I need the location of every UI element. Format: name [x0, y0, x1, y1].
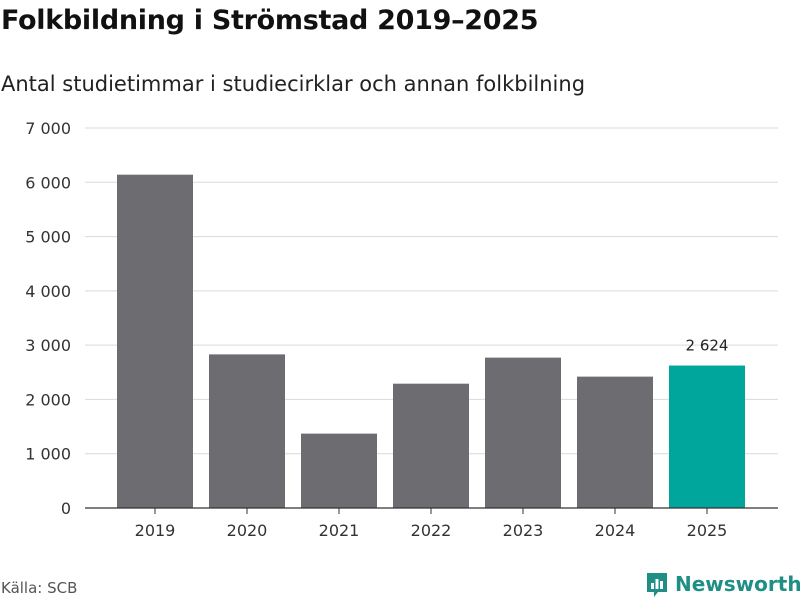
bar-2022	[393, 383, 469, 508]
gridlines	[85, 127, 778, 455]
data-label-2025: 2 624	[686, 337, 729, 355]
y-tick-label-4000: 4 000	[25, 282, 71, 301]
y-tick-label-2000: 2 000	[25, 390, 71, 409]
newsworthy-brand: Newsworthy	[675, 572, 800, 596]
y-tick-label-0: 0	[61, 499, 71, 518]
labels: 0 1 000 2 000 3 000 4 000 5 000 6 000 7 000 2019…	[25, 119, 728, 540]
newsworthy-logo: Newsworthy	[645, 570, 800, 598]
y-tick-label-6000: 6 000	[25, 173, 71, 192]
bar-2025	[669, 365, 745, 508]
bar-2020	[209, 354, 285, 508]
bars	[117, 174, 745, 508]
x-tick-label-2019: 2019	[135, 521, 176, 540]
chart-title: Folkbildning i Strömstad 2019–2025	[1, 5, 539, 36]
y-tick-label-1000: 1 000	[25, 445, 71, 464]
x-tick-label-2020: 2020	[227, 521, 268, 540]
bar-2023	[485, 357, 561, 508]
x-tick-label-2023: 2023	[503, 521, 544, 540]
bar-2019	[117, 174, 193, 508]
bar-2021	[301, 433, 377, 508]
x-tick-label-2021: 2021	[319, 521, 360, 540]
bar-2024	[577, 376, 653, 508]
newsworthy-logo-icon	[647, 572, 667, 597]
source-note: Källa: SCB	[1, 579, 78, 597]
y-tick-label-3000: 3 000	[25, 336, 71, 355]
axes	[85, 507, 778, 514]
y-tick-label-7000: 7 000	[25, 119, 71, 138]
chart-subtitle: Antal studietimmar i studiecirklar och a…	[1, 72, 586, 96]
x-tick-label-2024: 2024	[595, 521, 636, 540]
x-tick-label-2022: 2022	[411, 521, 452, 540]
y-tick-label-5000: 5 000	[25, 228, 71, 247]
x-tick-label-2025: 2025	[687, 521, 728, 540]
